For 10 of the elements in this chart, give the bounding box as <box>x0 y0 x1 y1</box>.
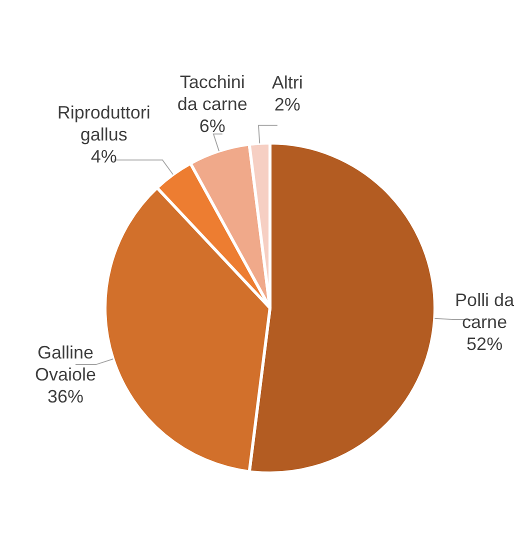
data-label: 52% <box>466 334 503 354</box>
data-label: 4% <box>90 146 117 166</box>
slice-label: Polli da carne <box>455 290 516 332</box>
data-label: 6% <box>199 116 226 136</box>
slice-label: Tacchini da carne <box>177 72 248 114</box>
data-label: 36% <box>48 386 84 407</box>
slice-label: Galline Ovaiole <box>35 342 96 385</box>
slice-label: Riproduttori gallus <box>57 102 150 144</box>
slice-label: Altri <box>272 72 303 93</box>
data-label: 2% <box>274 94 300 115</box>
